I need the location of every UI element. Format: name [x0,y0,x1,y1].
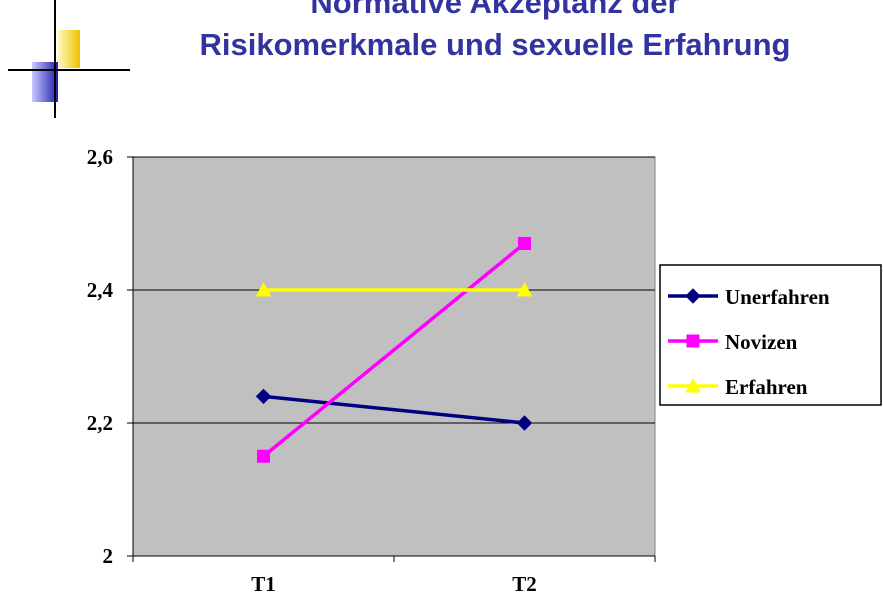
line [262,242,526,458]
legend-marker [686,334,700,348]
point [255,388,272,405]
point [518,236,531,250]
title-line: Risikomerkmale und sexuelle Erfahrung [200,27,791,62]
y-tick-label: 2,2 [87,411,113,435]
line [263,394,525,425]
legend-marker [685,288,701,304]
y-tick-label: 2,6 [87,145,113,169]
legend-label: Novizen [725,330,798,354]
point [257,449,270,463]
logo-square [58,30,80,68]
y-tick-label: 2,4 [87,278,114,302]
y-tick-label: 2 [103,544,114,568]
point [516,281,533,297]
legend-marker [685,377,701,393]
point [255,281,272,297]
legend-label: Unerfahren [725,285,830,309]
x-tick-label: T1 [251,572,276,596]
title-line: Normative Akzeptanz der [310,0,679,20]
point [516,415,533,431]
plot-area [132,156,656,557]
logo-square [32,62,58,102]
legend-label: Erfahren [725,375,808,399]
x-tick-label: T2 [512,572,537,596]
